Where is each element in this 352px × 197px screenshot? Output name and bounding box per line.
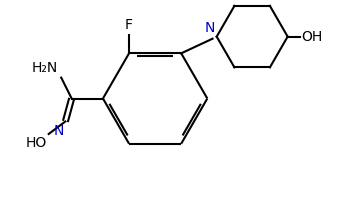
Text: H₂N: H₂N <box>32 61 58 75</box>
Text: OH: OH <box>301 30 323 44</box>
Text: F: F <box>125 19 133 33</box>
Text: N: N <box>205 21 215 35</box>
Text: HO: HO <box>25 136 46 150</box>
Text: N: N <box>54 124 64 138</box>
